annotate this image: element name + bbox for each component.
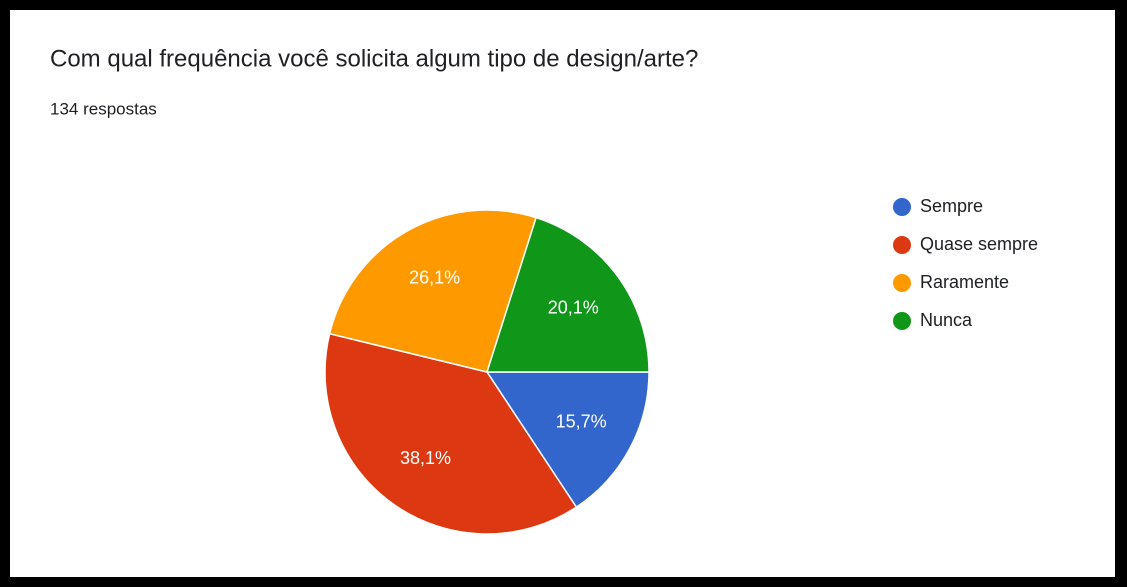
legend-label: Quase sempre xyxy=(920,234,1038,254)
legend-label: Raramente xyxy=(920,272,1009,292)
slice-label: 38,1% xyxy=(400,448,451,468)
legend-marker xyxy=(893,274,911,292)
legend-marker xyxy=(893,198,911,216)
slice-label: 20,1% xyxy=(548,298,599,318)
chart-title: Com qual frequência você solicita algum … xyxy=(50,45,698,72)
slice-label: 26,1% xyxy=(409,268,460,288)
pie-slice xyxy=(485,216,650,373)
legend-marker xyxy=(893,236,911,254)
pie-slice xyxy=(485,371,650,509)
legend-marker xyxy=(893,312,911,330)
pie-slice xyxy=(328,209,538,373)
chart-subtitle: 134 respostas xyxy=(50,99,157,118)
chart: Com qual frequência você solicita algum … xyxy=(10,10,1115,577)
legend-label: Sempre xyxy=(920,196,983,216)
legend-label: Nunca xyxy=(920,310,973,330)
slice-label: 15,7% xyxy=(556,411,607,431)
pie-slice xyxy=(324,332,578,535)
